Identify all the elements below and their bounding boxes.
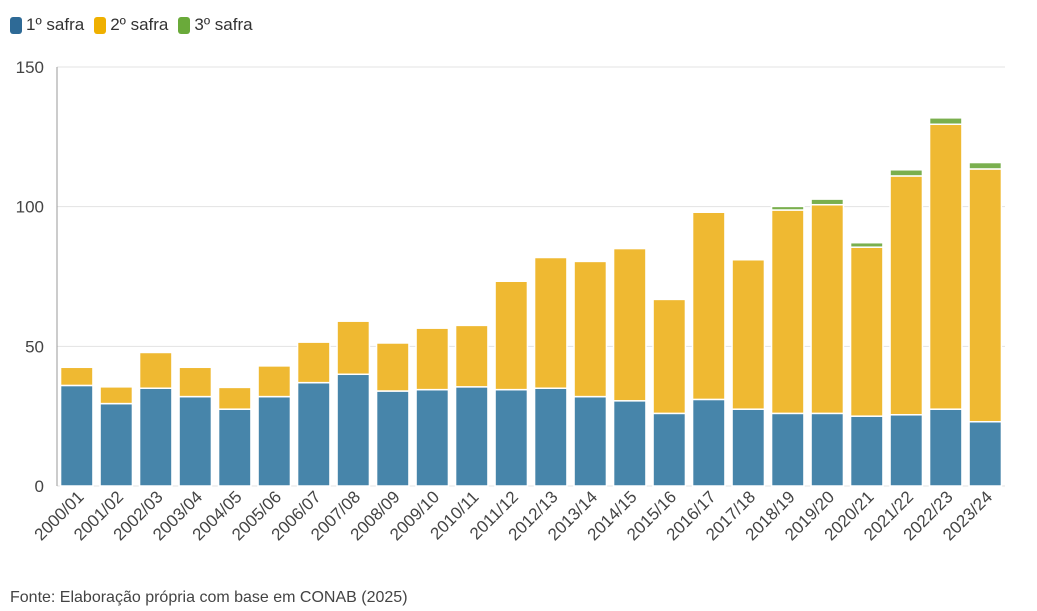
bar-segment-2-safra (849, 246, 884, 417)
bar-segment-2-safra (454, 324, 489, 388)
stacked-bar-chart: 0501001502000/012001/022002/032003/04200… (16, 58, 1005, 544)
legend-swatch-3-safra (178, 16, 191, 34)
bar-segment-3-safra (810, 198, 845, 206)
bar-segment-1-safra (810, 412, 845, 487)
bar-segment-3-safra (889, 169, 924, 177)
bar-segment-1-safra (731, 408, 766, 487)
bar-segment-2-safra (533, 256, 568, 389)
bar-segment-2-safra (928, 123, 963, 410)
legend-label-2-safra: 2º safra (110, 15, 169, 34)
y-tick-label: 100 (16, 198, 44, 217)
bar-segment-2-safra (99, 386, 134, 405)
bar-segment-2-safra (652, 298, 687, 415)
bar-segment-1-safra (573, 395, 608, 487)
bar-segment-2-safra (612, 247, 647, 402)
bar-segment-2-safra (494, 280, 529, 391)
bar-segment-1-safra (454, 386, 489, 487)
bar-segment-1-safra (415, 388, 450, 487)
bar-segment-1-safra (138, 387, 173, 487)
legend-swatch-2-safra (94, 16, 107, 34)
bar-segment-2-safra (691, 211, 726, 401)
bar-segment-1-safra (99, 402, 134, 487)
bar-segment-2-safra (138, 351, 173, 389)
bar-segment-2-safra (968, 168, 1003, 423)
bar-segment-3-safra (849, 241, 884, 248)
bar-segment-1-safra (849, 415, 884, 487)
legend-swatch-1-safra (10, 16, 22, 34)
bar-segment-2-safra (257, 365, 292, 398)
bar-segment-1-safra (691, 398, 726, 487)
bar-segment-2-safra (731, 258, 766, 410)
bar-segment-2-safra (415, 327, 450, 391)
bar-segment-2-safra (770, 209, 805, 415)
bar-segment-1-safra (178, 395, 213, 487)
legend-label-1-safra: 1º safra (26, 15, 85, 34)
y-tick-label: 0 (35, 477, 44, 496)
bar-segment-1-safra (968, 421, 1003, 487)
y-tick-label: 150 (16, 58, 44, 77)
bar-segment-2-safra (178, 366, 213, 398)
bar-segment-2-safra (889, 175, 924, 416)
legend-label-3-safra: 3º safra (194, 15, 253, 34)
legend-item-1-safra: 1º safra (10, 15, 84, 35)
bar-segment-1-safra (217, 408, 252, 487)
bar-segment-2-safra (217, 386, 252, 410)
bar-segment-3-safra (928, 117, 963, 126)
bar-segment-1-safra (336, 373, 371, 487)
bar-segment-1-safra (928, 408, 963, 487)
bar-segment-3-safra (968, 161, 1003, 170)
source-note: Fonte: Elaboração própria com base em CO… (10, 589, 408, 606)
y-tick-label: 50 (25, 337, 44, 356)
bar-segment-1-safra (889, 414, 924, 487)
chart-legend: 1º safra 2º safra 3º safra (10, 15, 253, 35)
legend-item-3-safra: 3º safra (178, 15, 253, 35)
legend-item-2-safra: 2º safra (94, 15, 168, 35)
bar-segment-1-safra (59, 384, 94, 487)
bar-segment-2-safra (375, 342, 410, 392)
bar-segment-3-safra (770, 205, 805, 211)
bar-segment-1-safra (375, 390, 410, 487)
bar-segment-1-safra (257, 395, 292, 487)
bar-segment-1-safra (652, 412, 687, 487)
bar-segment-1-safra (494, 388, 529, 487)
bar-segment-2-safra (336, 320, 371, 376)
bar-segment-2-safra (573, 260, 608, 398)
bar-segment-1-safra (612, 400, 647, 487)
bar-segment-1-safra (533, 387, 568, 487)
bar-segment-2-safra (296, 341, 331, 384)
bar-segment-1-safra (296, 381, 331, 487)
bar-segment-2-safra (810, 203, 845, 415)
bar-segment-1-safra (770, 412, 805, 487)
bar-segment-2-safra (59, 366, 94, 387)
